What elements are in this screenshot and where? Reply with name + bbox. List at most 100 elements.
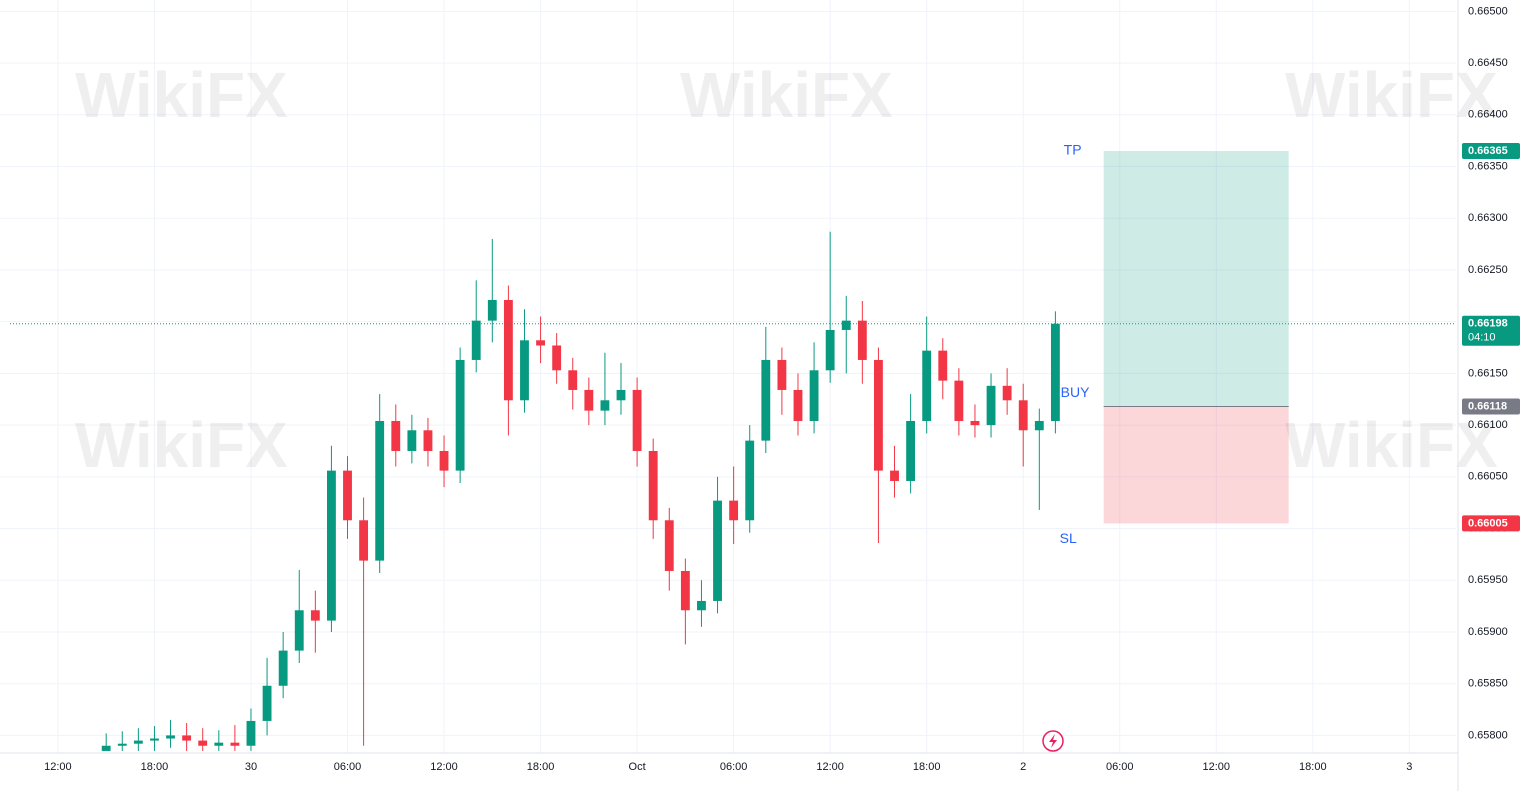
candle-body xyxy=(230,742,240,746)
candle-body xyxy=(471,320,481,360)
candle-body xyxy=(648,450,658,521)
candle-body xyxy=(793,389,803,421)
candle-body xyxy=(632,389,642,451)
y-tick-label: 0.66450 xyxy=(1468,57,1508,69)
candle-body xyxy=(970,420,980,426)
candle-body xyxy=(391,420,401,451)
candle-body xyxy=(664,520,674,571)
candle-body xyxy=(1034,420,1044,431)
candle-body xyxy=(214,742,224,746)
candle-body xyxy=(777,359,787,390)
x-tick-label: 06:00 xyxy=(1106,761,1134,773)
x-tick-label: 12:00 xyxy=(430,761,458,773)
watermark: WikiFX xyxy=(1285,409,1498,481)
position: TP BUY SL xyxy=(1060,142,1289,546)
candle-body xyxy=(198,740,208,746)
x-tick-label: Oct xyxy=(629,761,646,773)
x-tick-label: 06:00 xyxy=(334,761,362,773)
candle-body xyxy=(729,500,739,521)
sl-badge-label: 0.66005 xyxy=(1468,517,1508,529)
candles xyxy=(10,231,1456,751)
y-tick-label: 0.65900 xyxy=(1468,626,1508,638)
x-tick-label: 12:00 xyxy=(816,761,844,773)
candle-body xyxy=(825,329,835,371)
watermark: WikiFX xyxy=(75,59,288,131)
candle-body xyxy=(697,600,706,611)
entry-badge-label: 0.66118 xyxy=(1468,400,1507,412)
candle-body xyxy=(150,738,159,741)
candle-body xyxy=(536,340,545,346)
entry-badge xyxy=(1462,398,1520,415)
y-tick-label: 0.65800 xyxy=(1468,729,1508,741)
candle-body xyxy=(246,720,256,746)
candle-body xyxy=(133,740,143,744)
x-tick-label: 18:00 xyxy=(1299,761,1327,773)
x-tick-label: 30 xyxy=(245,761,257,773)
y-tick-label: 0.66350 xyxy=(1468,160,1508,172)
x-tick-label: 2 xyxy=(1020,761,1026,773)
grid xyxy=(0,0,1456,753)
watermarks: WikiFX WikiFX WikiFX WikiFX WikiFX xyxy=(75,59,1498,481)
candle-body xyxy=(439,450,449,471)
watermark: WikiFX xyxy=(75,409,288,481)
candle-body xyxy=(874,359,883,471)
y-tick-label: 0.66300 xyxy=(1468,212,1508,224)
tp-badge xyxy=(1462,143,1520,160)
candle-body xyxy=(906,420,916,481)
candle-body xyxy=(986,385,996,426)
y-tick-label: 0.65850 xyxy=(1468,678,1508,690)
take-profit-zone xyxy=(1103,151,1289,407)
candle-body xyxy=(857,320,867,360)
watermark: WikiFX xyxy=(1285,59,1498,131)
candle-body xyxy=(294,610,304,651)
y-tick-label: 0.66100 xyxy=(1468,419,1508,431)
candle-body xyxy=(423,430,433,451)
y-tick-label: 0.66500 xyxy=(1468,5,1508,17)
x-tick-label: 06:00 xyxy=(720,761,748,773)
candle-body xyxy=(954,380,964,421)
x-tick-label: 3 xyxy=(1406,761,1412,773)
candle-body xyxy=(262,685,272,721)
candle-body xyxy=(375,420,385,561)
stop-loss-zone xyxy=(1103,406,1289,524)
candle-body xyxy=(487,299,497,321)
candle-body xyxy=(166,735,175,739)
candle-body xyxy=(552,345,562,371)
candle-body xyxy=(841,320,851,330)
candle-body xyxy=(680,570,690,611)
candle-body xyxy=(922,350,932,421)
candle-body xyxy=(520,340,529,401)
x-tick-label: 18:00 xyxy=(527,761,555,773)
candle-body xyxy=(503,299,513,401)
x-tick-label: 12:00 xyxy=(1203,761,1231,773)
candle-body xyxy=(101,745,111,751)
candle-body xyxy=(1002,385,1012,401)
replay-icon[interactable] xyxy=(1042,730,1064,752)
sl-badge xyxy=(1462,515,1520,532)
candle-body xyxy=(745,440,755,521)
candle-body xyxy=(310,610,320,621)
candle-body xyxy=(616,389,626,401)
candle-body xyxy=(455,359,465,471)
x-tick-label: 18:00 xyxy=(141,761,169,773)
y-tick-label: 0.66150 xyxy=(1468,367,1508,379)
y-tick-label: 0.66250 xyxy=(1468,264,1508,276)
candle-body xyxy=(359,520,369,561)
candle-body xyxy=(761,359,771,441)
candle-body xyxy=(809,370,819,421)
sl-label: SL xyxy=(1060,530,1077,546)
tp-label: TP xyxy=(1064,142,1082,158)
last-price-badge xyxy=(1462,315,1520,346)
watermark: WikiFX xyxy=(680,59,893,131)
candle-body xyxy=(890,470,899,481)
candle-body xyxy=(407,430,417,451)
y-tick-label: 0.65950 xyxy=(1468,574,1508,586)
candle-body xyxy=(1018,400,1028,431)
icon-bolt xyxy=(1049,734,1057,748)
icon-circle xyxy=(1042,730,1064,752)
candle-body xyxy=(584,389,594,411)
candle-body xyxy=(938,350,948,381)
entry-label: BUY xyxy=(1061,384,1090,400)
